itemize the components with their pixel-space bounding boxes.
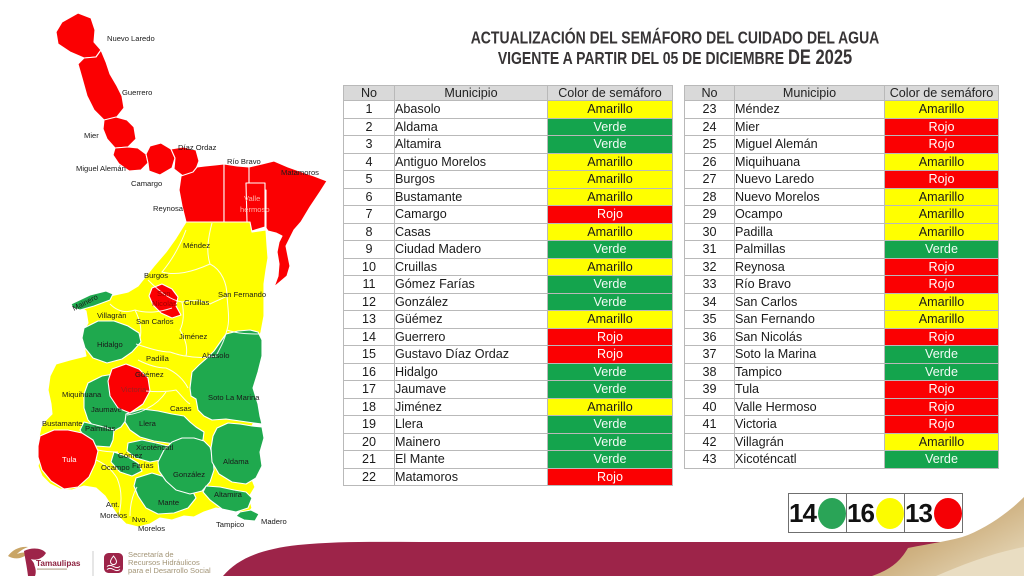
- svg-text:Soto La Marina: Soto La Marina: [208, 393, 260, 402]
- svg-text:Camargo: Camargo: [131, 179, 162, 188]
- svg-text:Miquihuana: Miquihuana: [62, 390, 102, 399]
- svg-text:Mier: Mier: [84, 131, 99, 140]
- svg-text:Casas: Casas: [170, 404, 192, 413]
- svg-text:Nuevo Laredo: Nuevo Laredo: [107, 34, 155, 43]
- svg-text:Xicoténcatl: Xicoténcatl: [136, 443, 173, 452]
- svg-text:Morelos: Morelos: [138, 524, 165, 533]
- svg-text:Ant.: Ant.: [106, 500, 120, 509]
- svg-text:Reynosa: Reynosa: [153, 204, 184, 213]
- svg-text:Recursos Hidráulicos: Recursos Hidráulicos: [128, 558, 200, 567]
- svg-text:Tampico: Tampico: [216, 520, 244, 529]
- svg-text:Farías: Farías: [132, 461, 154, 470]
- svg-text:para el Desarrollo Social: para el Desarrollo Social: [128, 566, 211, 575]
- svg-text:Río Bravo: Río Bravo: [227, 157, 261, 166]
- svg-text:Abasolo: Abasolo: [202, 351, 229, 360]
- svg-text:Méndez: Méndez: [183, 241, 210, 250]
- svg-text:Jiménez: Jiménez: [179, 332, 207, 341]
- svg-text:Victoria: Victoria: [121, 385, 147, 394]
- svg-text:San Carlos: San Carlos: [136, 317, 174, 326]
- svg-text:Nvo.: Nvo.: [132, 515, 148, 524]
- svg-text:Ocampo: Ocampo: [101, 463, 130, 472]
- svg-text:San Fernando: San Fernando: [218, 290, 266, 299]
- svg-text:Burgos: Burgos: [144, 271, 168, 280]
- svg-text:Güémez: Güémez: [135, 370, 164, 379]
- svg-text:Mante: Mante: [158, 498, 179, 507]
- svg-text:Madero: Madero: [261, 517, 287, 526]
- svg-text:Llera: Llera: [139, 419, 157, 428]
- svg-text:Hidalgo: Hidalgo: [97, 340, 123, 349]
- svg-text:hermoso: hermoso: [240, 205, 270, 214]
- svg-text:Gómez: Gómez: [118, 451, 143, 460]
- svg-text:Jaumave: Jaumave: [91, 405, 122, 414]
- svg-text:Díaz Ordaz: Díaz Ordaz: [178, 143, 217, 152]
- svg-text:Altamira: Altamira: [214, 490, 243, 499]
- svg-text:Tamaulipas: Tamaulipas: [36, 559, 81, 568]
- svg-text:Aldama: Aldama: [223, 457, 250, 466]
- svg-text:Miguel Alemán: Miguel Alemán: [76, 164, 126, 173]
- svg-text:Cruillas: Cruillas: [184, 298, 210, 307]
- svg-text:Palmillas: Palmillas: [85, 424, 116, 433]
- svg-text:González: González: [173, 470, 205, 479]
- svg-text:Matamoros: Matamoros: [281, 168, 319, 177]
- svg-text:Guerrero: Guerrero: [122, 88, 152, 97]
- svg-text:Tula: Tula: [62, 455, 77, 464]
- svg-text:Nicolás: Nicolás: [152, 299, 177, 308]
- svg-text:Valle: Valle: [244, 194, 260, 203]
- svg-text:San: San: [157, 289, 171, 298]
- svg-text:Secretaría de: Secretaría de: [128, 550, 174, 559]
- svg-text:Padilla: Padilla: [146, 354, 170, 363]
- svg-text:Bustamante: Bustamante: [42, 419, 83, 428]
- svg-text:Villagrán: Villagrán: [97, 311, 126, 320]
- svg-text:Morelos: Morelos: [100, 511, 127, 520]
